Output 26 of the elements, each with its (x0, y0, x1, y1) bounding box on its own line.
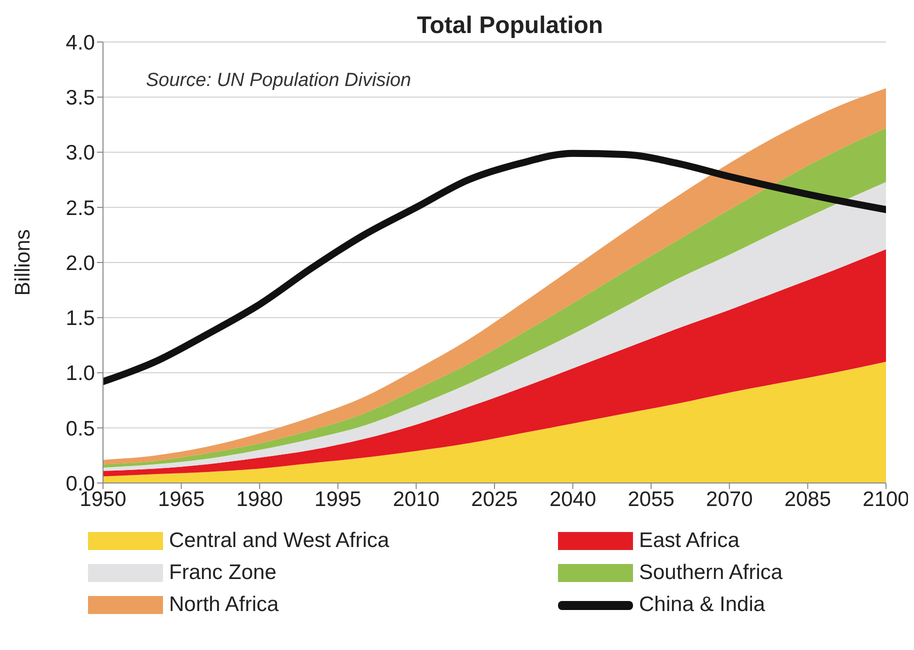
legend-label: China & India (639, 593, 766, 617)
legend-label: Franc Zone (169, 561, 276, 585)
y-tick-label: 4.0 (66, 31, 95, 54)
x-tick-label: 2010 (392, 488, 440, 511)
x-tick-label: 1965 (158, 488, 205, 511)
y-tick-label: 0.5 (66, 417, 95, 440)
chart-title: Total Population (416, 12, 604, 40)
legend-label: Central and West Africa (169, 529, 390, 553)
annotation: Source: UN Population Division (146, 70, 412, 92)
y-axis-title: Billions (11, 229, 34, 296)
legend-label: East Africa (639, 529, 740, 553)
x-tick-label: 2040 (549, 488, 596, 511)
y-tick-label: 3.5 (66, 86, 95, 110)
x-tick-label: 2085 (784, 488, 832, 511)
y-tick-label: 3.0 (66, 142, 95, 165)
legend-label: Southern Africa (639, 561, 783, 585)
x-tick-label: 1980 (236, 488, 283, 511)
y-tick-label: 1.5 (66, 307, 95, 330)
x-tick-label: 2055 (628, 488, 674, 511)
x-tick-label: 1995 (314, 488, 362, 511)
y-tick-label: 2.5 (66, 196, 95, 220)
x-tick-label: 2070 (706, 488, 753, 511)
y-tick-label: 2.0 (66, 252, 95, 275)
x-tick-label: 2025 (471, 488, 518, 511)
y-tick-label: 1.0 (66, 362, 95, 386)
legend-label: North Africa (169, 593, 279, 617)
